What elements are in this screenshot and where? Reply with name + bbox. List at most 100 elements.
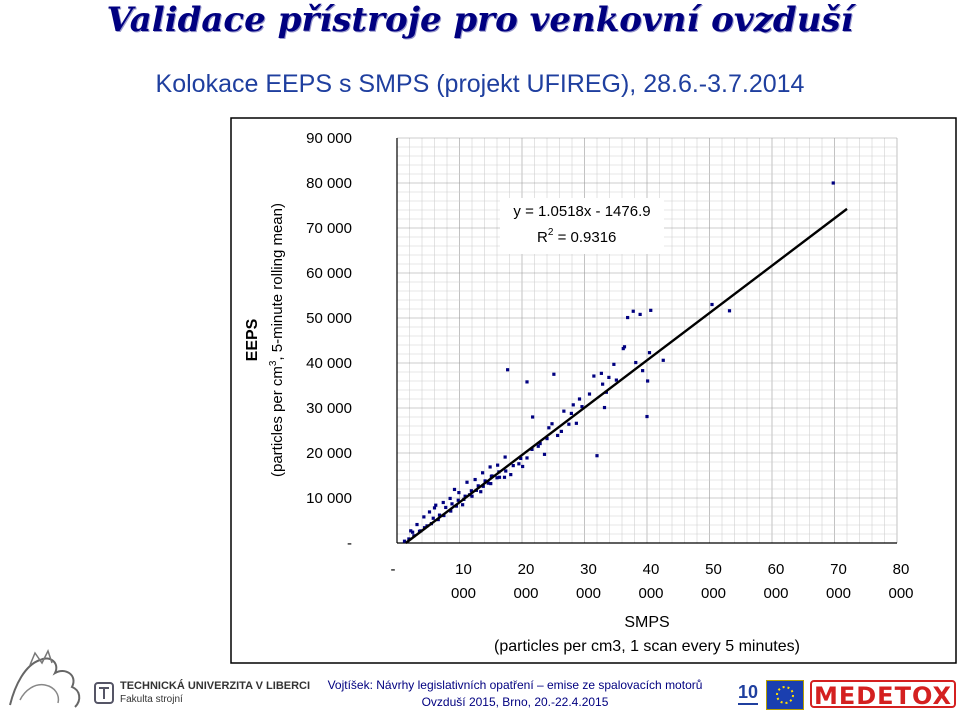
x-tick-label: 80 bbox=[893, 561, 910, 578]
data-point bbox=[506, 368, 510, 372]
y-tick-label: 40 000 bbox=[306, 355, 352, 372]
lion-emblem-icon bbox=[9, 649, 81, 708]
data-point bbox=[461, 503, 465, 507]
x-tick-label: 10 bbox=[455, 561, 472, 578]
data-point bbox=[577, 397, 582, 401]
data-point bbox=[646, 379, 650, 383]
y-axis-subtitle-suffix: , 5-minute rolling mean) bbox=[269, 203, 286, 361]
data-point bbox=[547, 426, 551, 430]
x-tick-label-unit: 000 bbox=[826, 585, 851, 602]
data-point bbox=[626, 315, 630, 320]
data-point bbox=[422, 515, 426, 519]
data-point bbox=[634, 360, 638, 365]
data-point bbox=[599, 371, 603, 375]
data-point bbox=[645, 414, 649, 419]
data-point bbox=[592, 374, 596, 378]
y-tick-label: 30 000 bbox=[306, 400, 352, 417]
y-axis-subtitle-prefix: (particles per cm bbox=[269, 366, 286, 477]
data-point bbox=[431, 516, 435, 520]
data-point bbox=[661, 358, 665, 362]
data-point bbox=[521, 464, 525, 469]
data-point bbox=[525, 456, 529, 460]
data-point bbox=[545, 437, 549, 441]
x-tick-label: 30 bbox=[580, 561, 597, 578]
data-point bbox=[530, 447, 534, 451]
data-point bbox=[567, 422, 571, 426]
r-squared-sup: 2 bbox=[548, 227, 554, 238]
data-point bbox=[519, 456, 523, 460]
x-tick-label-unit: 000 bbox=[451, 585, 476, 602]
x-axis-subtitle: (particles per cm3, 1 scan every 5 minut… bbox=[494, 638, 800, 655]
x-tick-label-unit: 000 bbox=[701, 585, 726, 602]
data-point bbox=[517, 462, 521, 466]
r-squared: R2 = 0.9316 bbox=[537, 227, 616, 246]
x-tick-label-unit: 000 bbox=[638, 585, 663, 602]
y-tick-label: 60 000 bbox=[306, 265, 352, 282]
data-point bbox=[509, 473, 513, 477]
data-point bbox=[556, 433, 560, 438]
data-point bbox=[449, 509, 453, 513]
data-point bbox=[647, 351, 652, 355]
data-point bbox=[601, 382, 605, 386]
x-tick-label: 40 bbox=[643, 561, 660, 578]
data-point bbox=[402, 539, 407, 543]
data-point bbox=[437, 513, 442, 517]
data-point bbox=[456, 498, 460, 502]
y-tick-label: 80 000 bbox=[306, 175, 352, 192]
x-tick-label-unit: 000 bbox=[513, 585, 538, 602]
r-squared-value: = 0.9316 bbox=[553, 229, 616, 246]
data-point bbox=[511, 464, 515, 468]
data-point bbox=[641, 369, 645, 373]
page-title: Validace přístroje pro venkovní ovzduší bbox=[106, 0, 854, 40]
data-point bbox=[448, 496, 452, 501]
data-point bbox=[542, 452, 547, 456]
data-point bbox=[434, 503, 438, 507]
x-tick-label: 50 bbox=[705, 561, 722, 578]
data-point bbox=[407, 537, 411, 541]
eu-flag-icon bbox=[766, 680, 804, 710]
x-axis-title: SMPS bbox=[624, 614, 669, 631]
data-point bbox=[710, 302, 714, 307]
trendline bbox=[405, 207, 848, 544]
y-tick-label: 90 000 bbox=[306, 130, 352, 147]
y-tick-label: 20 000 bbox=[306, 445, 352, 462]
data-point bbox=[525, 380, 529, 384]
chart-axes bbox=[396, 138, 897, 544]
data-point bbox=[469, 489, 473, 493]
data-point bbox=[481, 484, 485, 488]
data-point bbox=[479, 490, 483, 494]
chart-labels: - 10 000 20 000 30 000 40 000 50 000 60 000 70 … bbox=[244, 130, 914, 655]
data-point bbox=[622, 345, 627, 349]
data-point bbox=[550, 422, 554, 426]
data-point bbox=[552, 372, 556, 376]
y-tick-label: 50 000 bbox=[306, 310, 352, 327]
data-point bbox=[463, 494, 467, 498]
y-axis-title: EEPS bbox=[244, 318, 261, 361]
data-point bbox=[411, 530, 415, 534]
y-axis-subtitle-sup: 3 bbox=[268, 360, 279, 366]
university-logo-icon bbox=[94, 682, 114, 704]
data-point bbox=[490, 474, 494, 478]
data-point bbox=[497, 475, 502, 479]
data-point bbox=[444, 505, 448, 510]
data-point bbox=[495, 476, 499, 480]
x-tick-label: 60 bbox=[768, 561, 785, 578]
data-point bbox=[476, 484, 480, 488]
data-point bbox=[571, 403, 575, 407]
data-point bbox=[470, 494, 474, 498]
data-point bbox=[569, 411, 573, 415]
university-name: TECHNICKÁ UNIVERZITA V LIBERCI bbox=[120, 680, 311, 692]
data-point bbox=[488, 465, 492, 469]
x-tick-label-unit: 000 bbox=[763, 585, 788, 602]
data-point bbox=[483, 479, 487, 483]
data-point bbox=[602, 405, 607, 410]
data-point bbox=[574, 421, 578, 425]
data-point bbox=[587, 392, 592, 396]
footer-citation: Vojtíšek: Návrhy legislativních opatření… bbox=[325, 677, 705, 711]
data-point bbox=[432, 506, 437, 510]
equation-box bbox=[500, 198, 664, 254]
data-point bbox=[649, 308, 653, 312]
data-point bbox=[427, 510, 432, 514]
data-point bbox=[621, 347, 625, 351]
